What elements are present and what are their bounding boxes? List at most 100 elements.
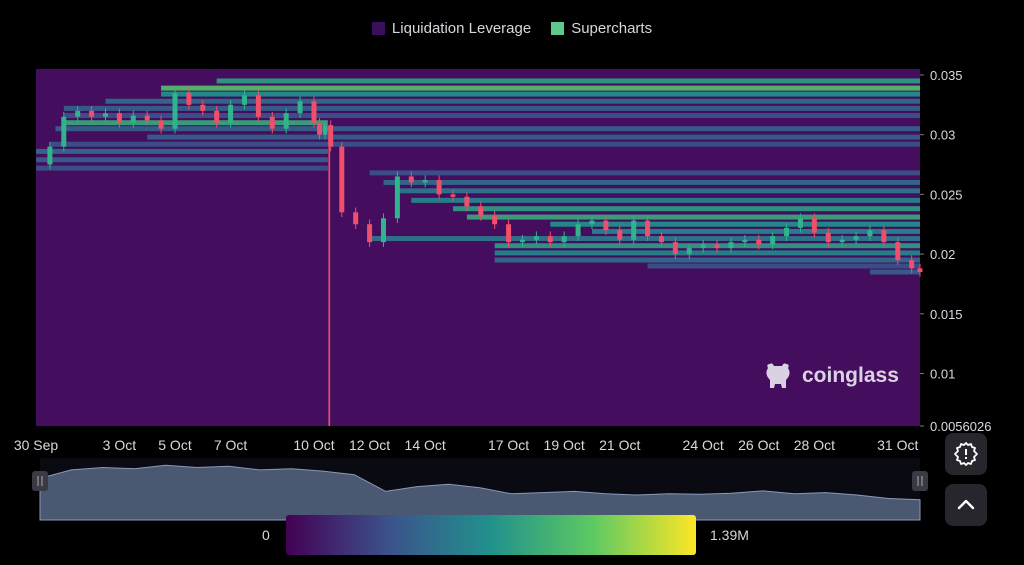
liquidation-band bbox=[383, 179, 921, 185]
price-candle bbox=[506, 224, 512, 243]
x-tick-label: 3 Oct bbox=[103, 437, 137, 453]
price-candle bbox=[867, 230, 873, 237]
x-tick-label: 21 Oct bbox=[599, 437, 640, 453]
navigator-area bbox=[39, 464, 921, 521]
y-tick-label: 0.03 bbox=[930, 128, 955, 143]
liquidation-band bbox=[63, 120, 328, 126]
price-candle bbox=[839, 239, 845, 243]
settings-button[interactable] bbox=[945, 433, 987, 475]
price-candle bbox=[811, 218, 817, 233]
price-candle bbox=[436, 180, 442, 195]
price-candle bbox=[297, 101, 303, 114]
legend-swatch-supercharts bbox=[551, 22, 565, 35]
liquidation-band bbox=[161, 91, 920, 97]
x-tick-label: 10 Oct bbox=[293, 437, 334, 453]
liquidation-band bbox=[36, 148, 328, 154]
x-tick-label: 26 Oct bbox=[738, 437, 779, 453]
navigator-left-handle[interactable] bbox=[32, 471, 48, 491]
price-candle bbox=[645, 220, 651, 237]
liquidation-band bbox=[411, 197, 920, 203]
liquidation-band bbox=[55, 126, 921, 132]
price-candle bbox=[784, 227, 790, 237]
liquidation-band bbox=[647, 263, 920, 269]
price-candle bbox=[422, 180, 428, 183]
price-candle bbox=[408, 176, 414, 183]
price-candle bbox=[770, 236, 776, 245]
coinglass-watermark: coinglass bbox=[762, 360, 899, 392]
price-candle bbox=[756, 239, 762, 245]
liquidation-band bbox=[161, 85, 920, 91]
price-candle bbox=[617, 230, 623, 240]
y-tick-label: 0.01 bbox=[930, 366, 955, 381]
price-candle bbox=[561, 236, 567, 243]
liquidation-band bbox=[36, 165, 328, 171]
price-candle bbox=[158, 120, 164, 129]
price-candle bbox=[631, 220, 637, 240]
price-candle bbox=[589, 220, 595, 225]
watermark-text: coinglass bbox=[802, 364, 899, 387]
x-tick-label: 14 Oct bbox=[405, 437, 446, 453]
liquidation-band bbox=[452, 206, 920, 212]
price-candle bbox=[728, 242, 734, 249]
price-candle bbox=[214, 110, 220, 123]
price-candle bbox=[714, 244, 720, 249]
x-tick-label: 12 Oct bbox=[349, 437, 390, 453]
x-tick-label: 30 Sep bbox=[14, 437, 59, 453]
liquidation-band bbox=[494, 250, 920, 256]
y-tick-label: 0.015 bbox=[930, 307, 963, 322]
colorbar-min-label: 0 bbox=[262, 527, 270, 543]
liquidation-band bbox=[494, 243, 920, 249]
liquidation-band bbox=[466, 214, 920, 220]
price-candle bbox=[75, 110, 81, 117]
liquidation-band bbox=[591, 228, 920, 234]
liquidation-band bbox=[63, 105, 920, 111]
price-candle bbox=[200, 104, 206, 111]
price-candle bbox=[328, 125, 334, 147]
navigator-right-handle[interactable] bbox=[912, 471, 928, 491]
y-tick-label: 0.0056026 bbox=[930, 419, 991, 434]
price-candle bbox=[144, 115, 150, 121]
chevron-up-icon bbox=[957, 499, 975, 510]
legend-label-supercharts: Supercharts bbox=[571, 20, 653, 37]
collapse-button[interactable] bbox=[945, 484, 987, 526]
liquidation-band bbox=[105, 98, 921, 104]
price-candle bbox=[61, 116, 67, 147]
price-candle bbox=[269, 116, 275, 129]
price-candle bbox=[686, 248, 692, 255]
price-candle bbox=[825, 232, 831, 243]
price-candle bbox=[917, 268, 923, 272]
price-candle bbox=[464, 196, 470, 207]
navigator-handle-grip bbox=[912, 471, 928, 491]
x-tick-label: 7 Oct bbox=[214, 437, 248, 453]
price-candle bbox=[533, 236, 539, 240]
price-candle bbox=[742, 239, 748, 243]
liquidation-band bbox=[369, 170, 920, 176]
price-candle bbox=[47, 146, 53, 165]
liquidation-heatmap-chart[interactable]: 0.035 0.03 0.025 0.02 0.015 0.01 0.0056026 30 S… bbox=[0, 0, 1024, 460]
x-tick-label: 5 Oct bbox=[158, 437, 192, 453]
price-candle bbox=[186, 92, 192, 105]
legend-item-supercharts[interactable]: Supercharts bbox=[551, 20, 652, 37]
price-candle bbox=[700, 244, 706, 249]
x-tick-label: 28 Oct bbox=[794, 437, 835, 453]
liquidation-band bbox=[869, 269, 920, 275]
y-tick-label: 0.025 bbox=[930, 187, 963, 202]
liquidation-band bbox=[216, 78, 920, 84]
chart-legend: Liquidation Leverage Supercharts bbox=[0, 20, 1024, 37]
colorbar-max-label: 1.39M bbox=[710, 527, 749, 543]
price-candle bbox=[255, 95, 261, 117]
legend-item-liquidation-leverage[interactable]: Liquidation Leverage bbox=[371, 20, 532, 37]
x-tick-label: 19 Oct bbox=[544, 437, 585, 453]
price-candle bbox=[478, 206, 484, 216]
liquidation-band bbox=[36, 157, 328, 163]
price-candle bbox=[228, 104, 234, 123]
price-candle bbox=[317, 122, 323, 135]
price-candle bbox=[658, 236, 664, 243]
navigator-handle-grip bbox=[32, 471, 48, 491]
price-candle bbox=[797, 218, 803, 228]
price-candle bbox=[394, 176, 400, 219]
colorbar-gradient bbox=[286, 515, 696, 555]
legend-label-liquidation-leverage: Liquidation Leverage bbox=[391, 20, 532, 37]
liquidation-band bbox=[49, 141, 921, 147]
